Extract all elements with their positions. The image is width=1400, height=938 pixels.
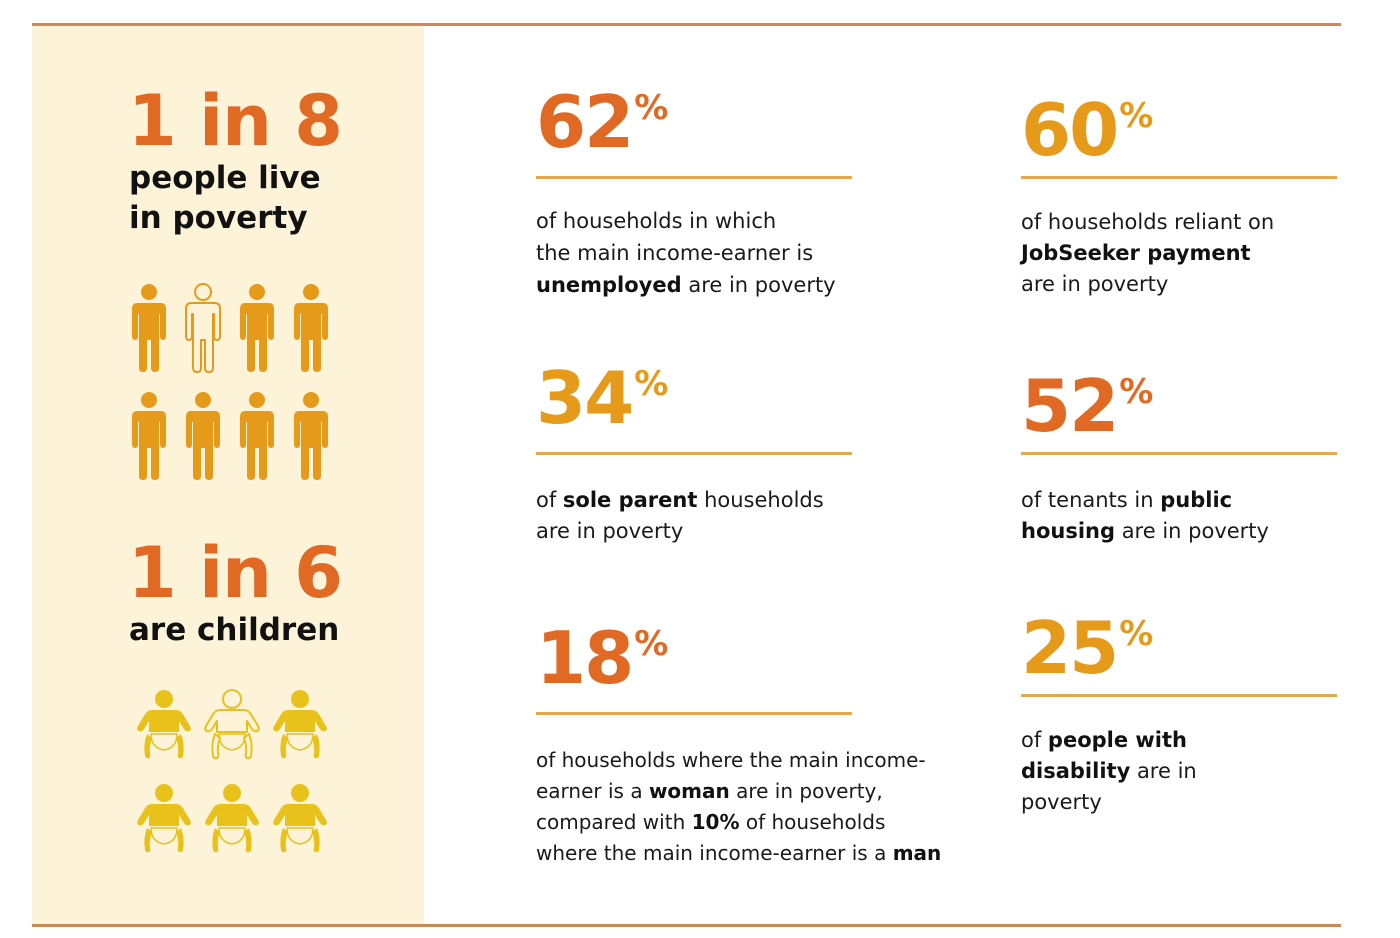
stat-divider [1021, 694, 1337, 697]
description-text: of households [739, 810, 886, 834]
stat-description: of sole parent households are in poverty [536, 485, 856, 547]
stat-description: of tenants in public housing are in pover… [1021, 485, 1341, 547]
percent-sign: % [634, 624, 669, 664]
baby-outline-icon [203, 688, 271, 760]
description-text: compared with [536, 810, 692, 834]
adult-person-icon [128, 282, 182, 374]
stat-public-housing: 52% of tenants in public housing are in p… [1021, 370, 1341, 547]
top-frame-rule [32, 23, 1341, 26]
adults-caption-line1: people live [129, 160, 321, 196]
adult-person-icon [236, 390, 290, 482]
percent-sign: % [634, 364, 669, 404]
description-text: poverty [1021, 790, 1102, 814]
description-text: are in poverty [1021, 272, 1169, 296]
adults-caption-line2: in poverty [129, 200, 308, 236]
description-text: are in poverty [681, 273, 836, 297]
stat-description: of households in which the main income-ea… [536, 205, 856, 301]
description-text: of households reliant on [1021, 210, 1275, 234]
stat-description: of people with disability are in poverty [1021, 725, 1341, 818]
emphasis-text: man [892, 841, 942, 865]
percent-sign: % [1119, 96, 1154, 136]
emphasis-text: JobSeeker payment [1021, 241, 1251, 265]
emphasis-text: people with [1047, 728, 1187, 752]
stat-divider [536, 176, 852, 179]
adult-person-icon [290, 282, 344, 374]
adult-person-icon [236, 282, 290, 374]
stat-divider [1021, 176, 1337, 179]
description-text: households [697, 488, 824, 512]
baby-icon [203, 782, 271, 854]
description-text: are in poverty [536, 519, 684, 543]
stat-disability: 25% of people with disability are in pover… [1021, 612, 1341, 818]
adult-person-icon [128, 390, 182, 482]
description-text: of tenants in [1021, 488, 1161, 512]
children-ratio: 1 in 6 [128, 532, 343, 614]
description-text: of households in which [536, 209, 777, 233]
bottom-frame-rule [32, 924, 1341, 927]
stat-value: 34 [536, 356, 634, 440]
emphasis-text: public [1160, 488, 1233, 512]
description-text: where the main income-earner is a [536, 841, 893, 865]
stat-divider [536, 712, 852, 715]
percent-sign: % [634, 88, 669, 128]
adult-icon-grid [128, 282, 344, 482]
stat-value: 25 [1021, 606, 1119, 690]
stat-description: of households where the main income-earn… [536, 745, 996, 869]
emphasis-text: housing [1021, 519, 1116, 543]
child-icon-grid [135, 688, 339, 854]
stat-sole-parent: 34% of sole parent households are in pove… [536, 362, 856, 547]
description-text: are in [1130, 759, 1197, 783]
stat-value: 52 [1021, 364, 1119, 448]
stat-jobseeker: 60% of households reliant on JobSeeker pa… [1021, 94, 1341, 300]
description-text: earner is a [536, 779, 649, 803]
emphasis-text: 10% [691, 810, 740, 834]
stat-women-earners: 18% of households where the main income-… [536, 622, 996, 869]
percent-sign: % [1119, 372, 1154, 412]
emphasis-text: disability [1021, 759, 1131, 783]
stat-divider [1021, 452, 1337, 455]
emphasis-text: unemployed [536, 273, 682, 297]
left-summary-panel [32, 26, 424, 924]
baby-icon [271, 782, 339, 854]
adult-person-outline-icon [182, 282, 236, 374]
description-text: of [536, 488, 563, 512]
baby-icon [135, 688, 203, 760]
stat-value: 18 [536, 616, 634, 700]
stat-value: 62 [536, 80, 634, 164]
description-text: are in poverty, [729, 779, 883, 803]
baby-icon [135, 782, 203, 854]
adult-person-icon [290, 390, 344, 482]
stat-unemployed: 62% of households in which the main incom… [536, 86, 856, 301]
baby-icon [271, 688, 339, 760]
percent-sign: % [1119, 614, 1154, 654]
description-text: the main income-earner is [536, 241, 814, 265]
adults-ratio: 1 in 8 [128, 80, 343, 162]
emphasis-text: sole parent [562, 488, 698, 512]
children-caption: are children [129, 612, 340, 648]
stat-description: of households reliant on JobSeeker paymen… [1021, 207, 1341, 300]
description-text: are in poverty [1115, 519, 1269, 543]
emphasis-text: woman [648, 779, 730, 803]
adult-person-icon [182, 390, 236, 482]
description-text: of households where the main income- [536, 748, 926, 772]
description-text: of [1021, 728, 1048, 752]
stat-value: 60 [1021, 88, 1119, 172]
stat-divider [536, 452, 852, 455]
